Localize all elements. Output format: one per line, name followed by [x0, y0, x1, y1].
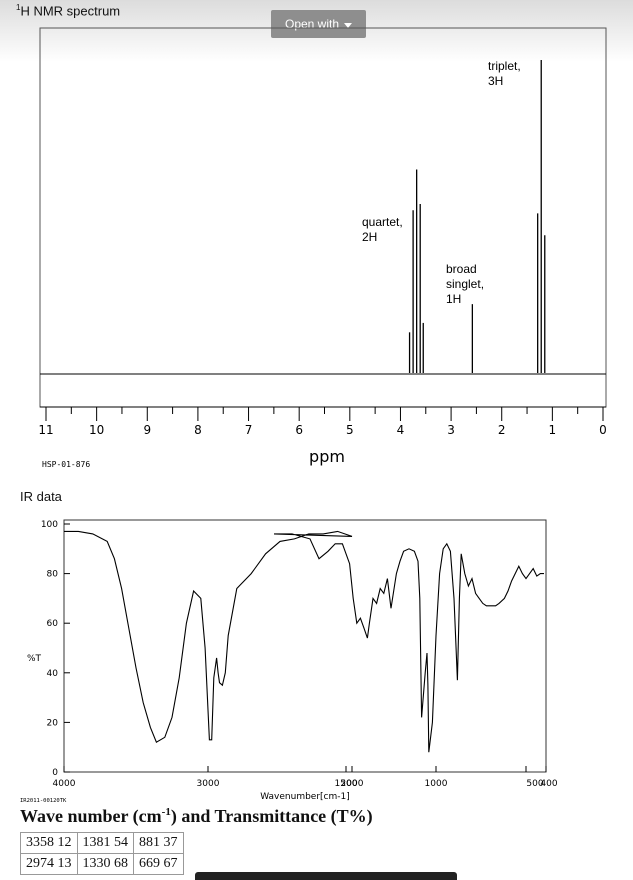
nmr-annotation: quartet,	[362, 215, 403, 229]
nmr-tick-label: 4	[397, 423, 405, 437]
nmr-annotation: 1H	[446, 292, 461, 306]
ir-y-label: %T	[27, 654, 42, 664]
open-with-button[interactable]: Open with	[271, 10, 366, 38]
nmr-tick-label: 2	[498, 423, 506, 437]
table-row: 3358 12 1381 54 881 37	[20, 832, 184, 854]
table-cell: 3358 12	[20, 832, 78, 854]
ir-series-line	[64, 530, 544, 753]
chevron-down-icon	[344, 22, 353, 28]
ir-y-tick-label: 60	[47, 619, 59, 629]
ir-x-label: Wavenumber[cm-1]	[260, 792, 350, 802]
nmr-tick-label: 6	[295, 423, 303, 437]
ir-x-tick-label: 2000	[341, 779, 364, 789]
ir-x-tick-label: 400	[540, 779, 557, 789]
table-cell: 1381 54	[76, 832, 134, 854]
nmr-x-label: ppm	[309, 447, 345, 466]
nmr-tick-label: 8	[194, 423, 202, 437]
nmr-tick-label: 11	[38, 423, 53, 437]
nmr-tick-label: 3	[447, 423, 455, 437]
ir-y-tick-label: 0	[52, 768, 58, 778]
nmr-annotation: 2H	[362, 230, 377, 244]
table-row: 2974 13 1330 68 669 67	[20, 853, 184, 875]
nmr-annotation: triplet,	[488, 59, 521, 73]
nmr-code: HSP-01-876	[42, 460, 90, 469]
table-cell: 881 37	[133, 832, 184, 854]
ir-x-tick-label: 500	[526, 779, 543, 789]
nmr-tick-label: 0	[599, 423, 607, 437]
ir-x-tick-label: 3000	[197, 779, 220, 789]
ir-y-tick-label: 20	[47, 718, 59, 728]
table-cell: 2974 13	[20, 853, 78, 875]
ir-frame	[63, 519, 547, 773]
nmr-tick-label: 7	[245, 423, 253, 437]
bottom-toolbar	[195, 872, 457, 880]
nmr-title: 1H NMR spectrum	[16, 3, 121, 19]
ir-x-tick-label: 4000	[53, 779, 76, 789]
ir-table-title: Wave number (cm-1) and Transmittance (T%…	[20, 806, 373, 826]
table-cell: 1330 68	[76, 853, 134, 875]
nmr-tick-label: 5	[346, 423, 354, 437]
ir-y-tick-label: 80	[47, 570, 59, 580]
nmr-annotation: singlet,	[446, 277, 484, 291]
nmr-tick-label: 10	[89, 423, 104, 437]
nmr-annotation: broad	[446, 262, 477, 276]
nmr-tick-label: 1	[549, 423, 557, 437]
table-cell: 669 67	[133, 853, 184, 875]
nmr-chart: 11 10 9 8 7 6 5 4 3 2 1 0 triplet,3Hquartet,2Hbroad…	[38, 27, 607, 469]
ir-y-tick-label: 100	[41, 520, 58, 530]
ir-x-tick-label: 1500	[335, 779, 358, 789]
ir-code: IR2011-00120TK	[20, 798, 67, 804]
nmr-annotation: 3H	[488, 74, 503, 88]
ir-y-tick-label: 40	[47, 669, 59, 679]
ir-x-tick-label: 1000	[425, 779, 448, 789]
ir-title: IR data	[20, 489, 62, 504]
nmr-tick-label: 9	[143, 423, 151, 437]
ir-table: 3358 12 1381 54 881 37 2974 13 1330 68 6…	[20, 832, 184, 875]
